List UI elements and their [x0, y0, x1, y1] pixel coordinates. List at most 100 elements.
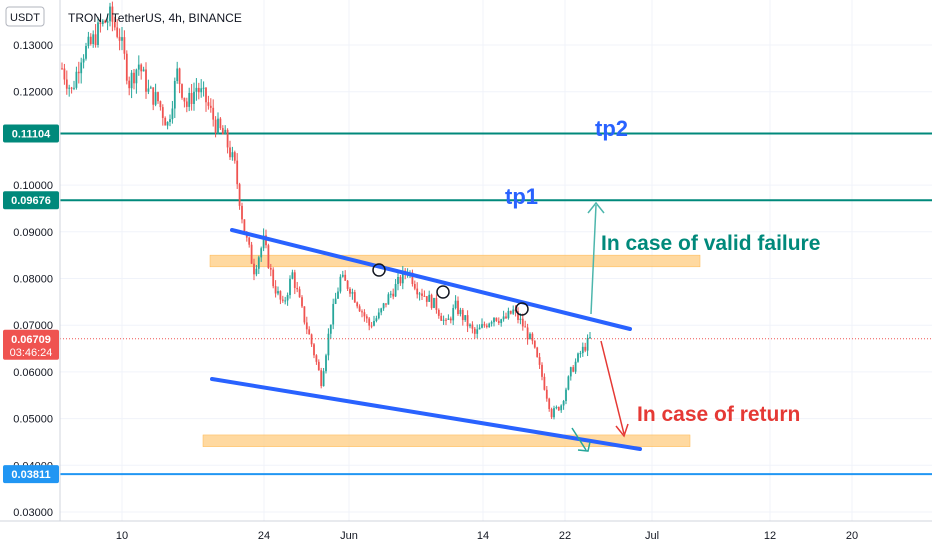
chart-header: USDT TRON / TetherUS, 4h, BINANCE — [5, 6, 242, 27]
candle-body — [116, 27, 119, 37]
candle-body — [428, 294, 431, 302]
candle-body — [497, 320, 500, 324]
candle-body — [291, 272, 294, 279]
candle-body — [572, 367, 575, 372]
price-label-text: 0.03811 — [11, 469, 50, 481]
candle-body — [279, 291, 282, 300]
candle-body — [68, 87, 71, 89]
candle-body — [214, 119, 217, 133]
bounce-arrow-head — [577, 441, 591, 452]
candle-body — [447, 318, 450, 320]
candle-body — [236, 160, 239, 185]
x-tick-label: Jul — [645, 530, 659, 542]
wedge-upper-line — [230, 228, 632, 331]
candle-body — [469, 324, 471, 327]
candle-body — [373, 321, 375, 326]
candle-body — [267, 245, 270, 268]
candle-body — [317, 361, 320, 371]
candle-body — [413, 283, 416, 289]
candle-body — [536, 347, 539, 358]
candle-body — [169, 119, 171, 123]
candle-body — [289, 278, 291, 296]
candle-body — [277, 291, 279, 294]
candle-body — [389, 293, 392, 295]
candle-body — [296, 287, 299, 290]
candle-body — [188, 92, 191, 107]
y-tick-label: 0.13000 — [13, 40, 53, 52]
candle-body — [181, 84, 183, 98]
candle-body — [457, 300, 459, 315]
candle-body — [365, 316, 368, 319]
return-arrow-head — [615, 423, 629, 438]
candle-body — [577, 353, 579, 362]
candle-body — [125, 53, 128, 81]
last-price-text: 0.06709 — [11, 334, 51, 346]
candle-body — [145, 69, 147, 92]
candle-body — [303, 306, 306, 323]
candle-body — [255, 268, 258, 275]
candle-body — [411, 272, 414, 284]
candle-body — [589, 337, 591, 339]
candle-body — [94, 34, 97, 45]
candle-body — [73, 87, 75, 89]
price-label-badge — [3, 465, 59, 484]
candle-body — [207, 102, 210, 106]
annotation-text: In case of return — [637, 403, 800, 426]
last-price-badge — [3, 329, 59, 360]
candle-body — [154, 92, 157, 105]
candle-body — [464, 315, 467, 321]
candle-body — [142, 69, 145, 72]
candle-body — [320, 370, 323, 387]
candle-body — [526, 327, 529, 340]
drawings — [210, 201, 642, 452]
candle-body — [63, 68, 66, 80]
candle-body — [452, 308, 455, 321]
candle-body — [262, 235, 265, 249]
candle-body — [221, 128, 224, 135]
annotations: tp2 tp1 In case of valid failure In case of… — [505, 116, 820, 426]
candle-body — [85, 45, 87, 59]
candle-body — [135, 69, 138, 84]
candle-body — [274, 286, 277, 294]
candle-body — [346, 280, 349, 289]
candle-body — [243, 219, 246, 235]
candle-body — [502, 316, 505, 320]
zones — [202, 254, 701, 447]
candle-body — [157, 92, 159, 102]
candle-body — [284, 300, 287, 302]
candle-body — [308, 329, 311, 335]
candle-body — [430, 294, 433, 308]
candle-body — [545, 389, 548, 399]
candle-body — [272, 269, 275, 287]
countdown-text: 03:46:24 — [10, 347, 53, 359]
candle-body — [195, 87, 198, 92]
candle-body — [341, 274, 344, 277]
touch-point-marker — [372, 263, 386, 277]
y-tick-label: 0.09000 — [13, 227, 53, 239]
candle-body — [87, 36, 90, 46]
candle-body — [70, 87, 73, 89]
candle-body — [111, 6, 114, 22]
candle-body — [209, 105, 212, 108]
candle-body — [337, 291, 339, 299]
candle-body — [233, 152, 236, 161]
x-tick-label: 10 — [116, 530, 128, 542]
candle-body — [334, 298, 337, 304]
candle-body — [253, 263, 255, 275]
candle-body — [423, 295, 426, 297]
candle-body — [553, 408, 555, 418]
candle-body — [495, 317, 498, 321]
candle-body — [353, 292, 356, 303]
candle-body — [418, 293, 421, 295]
candle-body — [101, 20, 104, 25]
currency-badge[interactable] — [5, 6, 45, 27]
candle-body — [442, 319, 445, 321]
candle-body — [241, 205, 243, 220]
candle-body — [397, 276, 399, 285]
y-tick-label: 0.07000 — [13, 320, 53, 332]
candle-body — [310, 334, 313, 345]
price-label-badge — [3, 124, 59, 143]
price-zone — [202, 434, 691, 447]
candle-body — [200, 88, 203, 93]
candle-body — [358, 306, 361, 312]
